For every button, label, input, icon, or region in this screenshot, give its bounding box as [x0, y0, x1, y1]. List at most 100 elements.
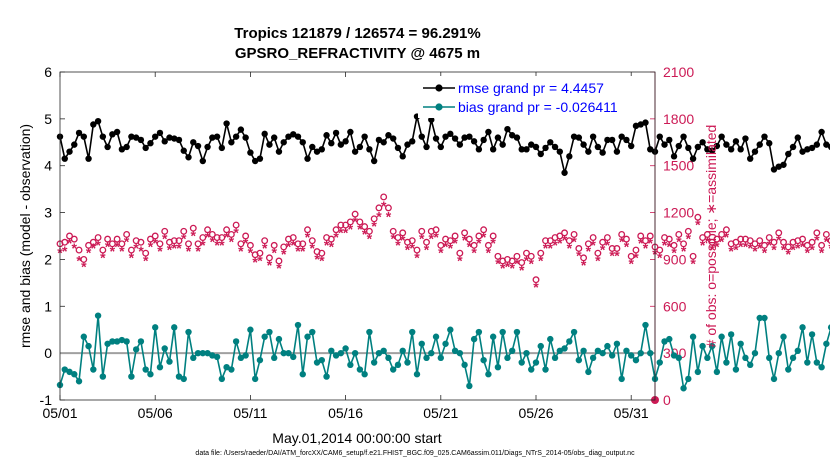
obs-assimilated-marker: *	[614, 248, 620, 264]
rmse-point	[551, 143, 559, 151]
bias-point	[85, 342, 92, 350]
obs-possible-marker	[618, 230, 626, 238]
obs-possible-marker	[680, 240, 688, 248]
bias-point	[718, 333, 725, 340]
bias-point	[608, 352, 616, 359]
obs-possible-marker	[461, 229, 469, 237]
rmse-point	[456, 141, 464, 148]
rmse-point	[342, 138, 349, 145]
rmse-point	[608, 136, 616, 144]
rmse-point	[94, 118, 102, 125]
obs-assimilated-marker: *	[605, 237, 611, 253]
bias-point	[675, 354, 682, 362]
bias-point	[80, 333, 88, 340]
obs-assimilated-marker: *	[138, 243, 144, 259]
obs-possible-marker	[780, 238, 787, 246]
rmse-point	[485, 128, 492, 136]
obs-assimilated-marker: *	[800, 238, 806, 254]
rmse-point	[423, 143, 430, 151]
obs-possible-marker	[765, 234, 773, 242]
legend-box	[418, 76, 646, 118]
obs-assimilated-marker: *	[72, 240, 78, 256]
obs-possible-marker	[146, 235, 154, 243]
obs-possible-marker	[389, 227, 397, 235]
obs-assimilated-marker: *	[348, 221, 354, 237]
obs-assimilated-marker: *	[324, 237, 330, 253]
obs-possible-marker	[722, 226, 730, 234]
obs-assimilated-marker: *	[114, 238, 120, 254]
obs-possible-marker	[256, 249, 264, 257]
obs-possible-marker	[751, 240, 759, 248]
rmse-point	[518, 146, 525, 153]
obs-assimilated-marker: *	[462, 232, 468, 248]
obs-assimilated-marker: *	[786, 246, 792, 262]
obs-assimilated-marker: *	[414, 249, 420, 265]
bias-point	[299, 371, 306, 378]
obs-assimilated-marker: *	[424, 241, 430, 257]
obs-assimilated-marker: *	[362, 226, 368, 242]
obs-possible-marker	[308, 237, 316, 245]
obs-assimilated-marker: *	[419, 231, 425, 247]
obs-assimilated-marker: *	[690, 256, 696, 272]
obs-assimilated-marker: *	[714, 238, 720, 254]
obs-possible-marker	[627, 252, 635, 260]
rmse-point	[475, 146, 483, 153]
obs-assimilated-marker: *	[509, 260, 515, 276]
obs-possible-marker	[99, 246, 107, 254]
obs-assimilated-marker: *	[338, 224, 344, 240]
y-right-tick-label: 600	[663, 298, 687, 314]
obs-possible-marker	[194, 240, 202, 248]
obs-possible-marker	[446, 237, 454, 245]
rmse-point	[147, 140, 154, 147]
rmse-point	[818, 128, 825, 136]
bias-point	[337, 349, 345, 357]
rmse-point	[589, 133, 597, 140]
bias-point	[509, 347, 516, 354]
obs-possible-marker	[818, 241, 826, 249]
bias-point	[361, 371, 368, 378]
rmse-point	[737, 146, 744, 153]
obs-assimilated-marker: *	[376, 209, 382, 225]
bias-point	[827, 324, 830, 331]
bias-point	[780, 333, 787, 340]
y-left-tick-label: 3	[44, 205, 52, 221]
rmse-point	[118, 146, 126, 153]
obs-possible-marker	[151, 232, 159, 240]
obs-assimilated-marker: *	[743, 238, 749, 254]
bias-point	[142, 366, 149, 373]
rmse-point	[742, 135, 749, 142]
bias-point	[290, 353, 297, 361]
obs-possible-marker	[218, 234, 226, 242]
obs-possible-marker	[351, 210, 359, 218]
obs-possible-marker	[803, 241, 811, 249]
rmse-point	[247, 149, 254, 156]
rmse-point	[761, 133, 768, 140]
obs-possible-marker	[684, 227, 692, 235]
rmse-point	[685, 144, 692, 152]
obs-possible-marker	[437, 241, 445, 249]
legend-bias-label: bias grand pr = -0.026411	[458, 99, 618, 115]
rmse-point	[128, 133, 135, 140]
rmse-point	[309, 143, 316, 151]
bias-point	[128, 373, 135, 380]
obs-possible-marker	[413, 246, 421, 254]
rmse-point	[394, 144, 402, 152]
rmse-point	[756, 141, 763, 148]
bias-point	[613, 340, 621, 347]
obs-assimilated-marker: *	[205, 229, 211, 245]
obs-assimilated-marker: *	[538, 252, 544, 268]
obs-possible-marker	[613, 245, 621, 252]
rmse-point	[489, 146, 497, 153]
rmse-point	[199, 157, 206, 165]
obs-possible-marker	[384, 204, 392, 212]
rmse-point	[523, 146, 530, 153]
obs-possible-marker	[304, 226, 311, 234]
rmse-point	[318, 146, 325, 153]
bias-point	[570, 328, 578, 336]
legend-rmse-marker	[435, 84, 443, 92]
obs-assimilated-marker: *	[95, 237, 101, 253]
obs-assimilated-marker: *	[533, 279, 539, 295]
obs-possible-marker	[89, 238, 97, 246]
obs-assimilated-marker: *	[100, 249, 106, 265]
